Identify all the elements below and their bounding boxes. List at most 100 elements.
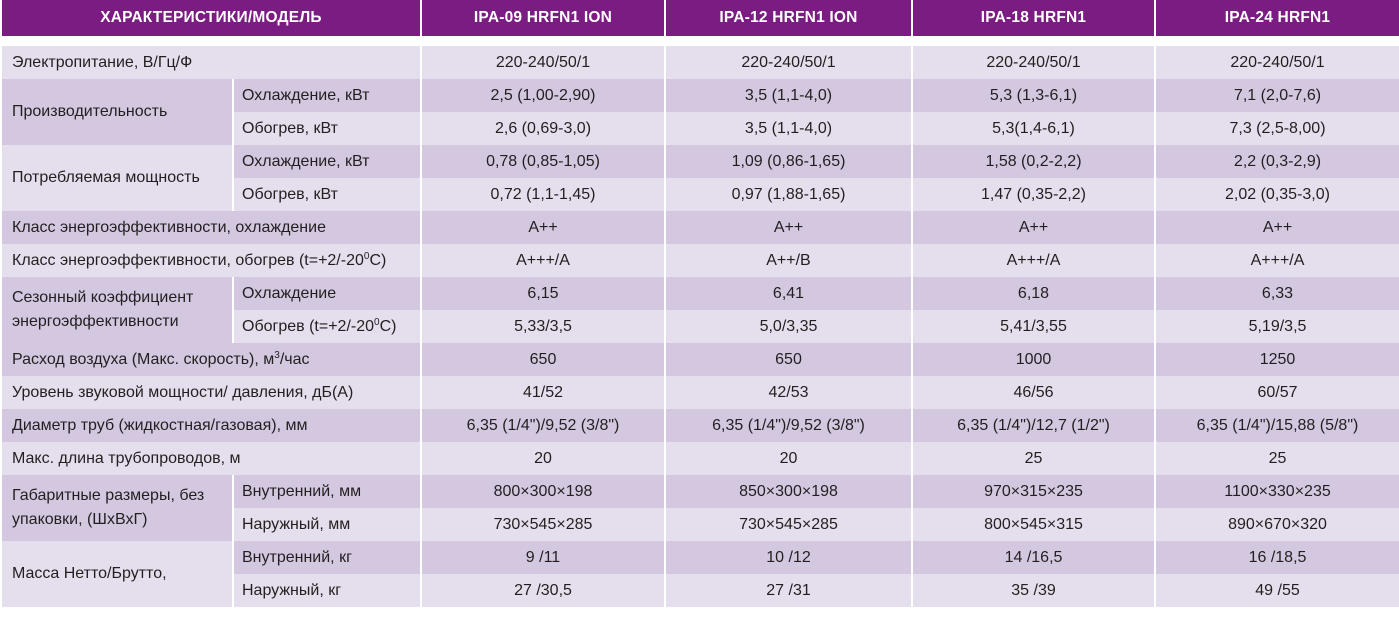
sub-label: Внутренний, кг bbox=[232, 541, 422, 574]
cell: 0,97 (1,88-1,65) bbox=[664, 178, 913, 211]
group-label-seasonal: Сезонный коэффициент энергоэффективности bbox=[0, 277, 234, 343]
cell: 35 /39 bbox=[911, 574, 1156, 607]
cell: 730×545×285 bbox=[420, 508, 666, 541]
cell: A++ bbox=[664, 211, 913, 244]
group-label-capacity: Производительность bbox=[0, 79, 234, 145]
row-pipe-length: Макс. длина трубопроводов, м 20 20 25 25 bbox=[0, 442, 1399, 475]
cell: 800×545×315 bbox=[911, 508, 1156, 541]
label-superscript: 0 bbox=[374, 316, 380, 328]
row-label: Расход воздуха (Макс. скорость), м3/час bbox=[0, 343, 422, 376]
header-row: ХАРАКТЕРИСТИКИ/МОДЕЛЬ IPA-09 HRFN1 ION I… bbox=[0, 0, 1399, 36]
cell: 1,09 (0,86-1,65) bbox=[664, 145, 913, 178]
row-label: Диаметр труб (жидкостная/газовая), мм bbox=[0, 409, 422, 442]
cell: 25 bbox=[1154, 442, 1399, 475]
cell: A+++/A bbox=[1154, 244, 1399, 277]
cell: 6,35 (1/4")/15,88 (5/8") bbox=[1154, 409, 1399, 442]
cell: 1,58 (0,2-2,2) bbox=[911, 145, 1156, 178]
cell: 14 /16,5 bbox=[911, 541, 1156, 574]
sub-label: Обогрев, кВт bbox=[232, 178, 422, 211]
cell: 42/53 bbox=[664, 376, 913, 409]
cell: 970×315×235 bbox=[911, 475, 1156, 508]
cell: 650 bbox=[664, 343, 913, 376]
cell: A++/B bbox=[664, 244, 913, 277]
label-text: /час bbox=[279, 350, 310, 368]
spec-table: ХАРАКТЕРИСТИКИ/МОДЕЛЬ IPA-09 HRFN1 ION I… bbox=[0, 0, 1399, 607]
sub-label: Наружный, мм bbox=[232, 508, 422, 541]
cell: 2,2 (0,3-2,9) bbox=[1154, 145, 1399, 178]
cell: 41/52 bbox=[420, 376, 666, 409]
cell: 25 bbox=[911, 442, 1156, 475]
cell: 5,3(1,4-6,1) bbox=[911, 112, 1156, 145]
label-text: Расход воздуха (Макс. скорость), м bbox=[12, 350, 275, 368]
header-model-4: IPA-24 HRFN1 bbox=[1154, 0, 1399, 36]
row-seasonal-cooling: Сезонный коэффициент энергоэффективности… bbox=[0, 277, 1399, 343]
cell: A+++/A bbox=[911, 244, 1156, 277]
label-superscript: 0 bbox=[363, 250, 370, 262]
cell: 5,19/3,5 bbox=[1154, 310, 1399, 343]
sub-label: Охлаждение, кВт bbox=[232, 79, 422, 112]
sub-label: Обогрев (t=+2/-200C) bbox=[232, 310, 422, 343]
cell: 1,47 (0,35-2,2) bbox=[911, 178, 1156, 211]
cell: 800×300×198 bbox=[420, 475, 666, 508]
cell: A++ bbox=[911, 211, 1156, 244]
row-consumption-heating: Обогрев, кВт 0,72 (1,1-1,45) 0,97 (1,88-… bbox=[1, 178, 1399, 211]
cell: 3,5 (1,1-4,0) bbox=[664, 112, 913, 145]
cell: 5,33/3,5 bbox=[420, 310, 666, 343]
cell: 7,3 (2,5-8,00) bbox=[1154, 112, 1399, 145]
cell: 3,5 (1,1-4,0) bbox=[664, 79, 913, 112]
sub-label: Наружный, кг bbox=[232, 574, 422, 607]
cell: 1000 bbox=[911, 343, 1156, 376]
row-label: Класс энергоэффективности, обогрев (t=+2… bbox=[0, 244, 422, 277]
header-model-2: IPA-12 HRFN1 ION bbox=[664, 0, 913, 36]
cell: 220-240/50/1 bbox=[1154, 46, 1399, 79]
row-label: Макс. длина трубопроводов, м bbox=[0, 442, 422, 475]
cell: 730×545×285 bbox=[664, 508, 913, 541]
cell: 650 bbox=[420, 343, 666, 376]
sub-label: Внутренний, мм bbox=[232, 475, 422, 508]
group-label-weight: Масса Нетто/Брутто, bbox=[0, 541, 234, 607]
cell: 220-240/50/1 bbox=[664, 46, 913, 79]
label-text: Класс энергоэффективности, обогрев (t=+2… bbox=[12, 251, 364, 269]
cell: 6,35 (1/4")/9,52 (3/8") bbox=[664, 409, 913, 442]
row-label: Класс энергоэффективности, охлаждение bbox=[0, 211, 422, 244]
row-label: Электропитание, В/Гц/Ф bbox=[0, 46, 422, 79]
cell: 5,41/3,55 bbox=[911, 310, 1156, 343]
cell: 1250 bbox=[1154, 343, 1399, 376]
cell: 20 bbox=[664, 442, 913, 475]
row-label: Уровень звуковой мощности/ давления, дБ(… bbox=[0, 376, 422, 409]
header-spacer bbox=[1, 36, 1399, 46]
cell: 1100×330×235 bbox=[1154, 475, 1399, 508]
cell: A+++/A bbox=[420, 244, 666, 277]
header-model-3: IPA-18 HRFN1 bbox=[911, 0, 1156, 36]
row-consumption-cooling: Потребляемая мощность Охлаждение, кВт 0,… bbox=[0, 145, 1399, 211]
cell: A++ bbox=[420, 211, 666, 244]
cell: 10 /12 bbox=[664, 541, 913, 574]
group-label-consumption: Потребляемая мощность bbox=[0, 145, 234, 211]
cell: 2,02 (0,35-3,0) bbox=[1154, 178, 1399, 211]
row-energy-class-cooling: Класс энергоэффективности, охлаждение A+… bbox=[0, 211, 1399, 244]
cell: 27 /31 bbox=[664, 574, 913, 607]
cell: 6,35 (1/4")/12,7 (1/2") bbox=[911, 409, 1156, 442]
sub-label: Охлаждение bbox=[232, 277, 422, 310]
cell: 220-240/50/1 bbox=[420, 46, 666, 79]
row-dimensions-outdoor: Наружный, мм 730×545×285 730×545×285 800… bbox=[1, 508, 1399, 541]
cell: 6,33 bbox=[1154, 277, 1399, 310]
row-capacity-cooling: Производительность Охлаждение, кВт 2,5 (… bbox=[0, 79, 1399, 145]
cell: 6,18 bbox=[911, 277, 1156, 310]
cell: 46/56 bbox=[911, 376, 1156, 409]
cell: 27 /30,5 bbox=[420, 574, 666, 607]
cell: 6,15 bbox=[420, 277, 666, 310]
row-pipes: Диаметр труб (жидкостная/газовая), мм 6,… bbox=[0, 409, 1399, 442]
row-power-supply: Электропитание, В/Гц/Ф 220-240/50/1 220-… bbox=[0, 46, 1399, 79]
row-dimensions-indoor: Габаритные размеры, без упаковки, (ШхВхГ… bbox=[0, 475, 1399, 541]
row-seasonal-heating: Обогрев (t=+2/-200C) 5,33/3,5 5,0/3,35 5… bbox=[1, 310, 1399, 343]
cell: 16 /18,5 bbox=[1154, 541, 1399, 574]
cell: 2,6 (0,69-3,0) bbox=[420, 112, 666, 145]
row-airflow: Расход воздуха (Макс. скорость), м3/час … bbox=[0, 343, 1399, 376]
row-noise: Уровень звуковой мощности/ давления, дБ(… bbox=[0, 376, 1399, 409]
row-energy-class-heating: Класс энергоэффективности, обогрев (t=+2… bbox=[0, 244, 1399, 277]
cell: 60/57 bbox=[1154, 376, 1399, 409]
cell: 890×670×320 bbox=[1154, 508, 1399, 541]
cell: 5,3 (1,3-6,1) bbox=[911, 79, 1156, 112]
row-weight-indoor: Масса Нетто/Брутто, Внутренний, кг 9 /11… bbox=[0, 541, 1399, 607]
